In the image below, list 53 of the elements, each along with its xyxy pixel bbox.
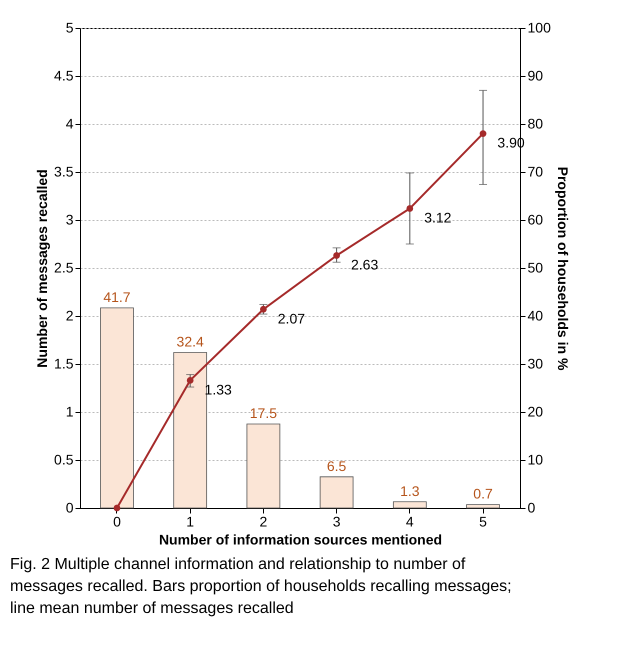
data-label: 1.3 bbox=[400, 482, 420, 499]
y2-tick-label: 40 bbox=[528, 308, 544, 324]
y2-tick-label: 0 bbox=[528, 500, 536, 516]
y-tick-label: 2.5 bbox=[54, 260, 74, 276]
bar bbox=[246, 424, 280, 508]
y2-axis-title: Proportion of households in % bbox=[554, 166, 571, 371]
x-tick-label: 1 bbox=[186, 514, 194, 530]
data-label: 41.7 bbox=[103, 288, 131, 305]
bar bbox=[320, 476, 354, 508]
y-tick-label: 3 bbox=[66, 212, 74, 228]
bar bbox=[173, 352, 208, 508]
y2-tick-label: 30 bbox=[528, 356, 544, 372]
x-tick-label: 0 bbox=[113, 514, 122, 530]
data-label: 2.07 bbox=[278, 310, 306, 326]
data-label: 3.12 bbox=[424, 209, 452, 226]
data-label: 0.7 bbox=[473, 486, 493, 502]
caption: Fig. 2 Multiple channel information and relationship to number of messages recalled. Bars proportion of households recalling messages; line mean number of messages recalled bbox=[10, 556, 512, 617]
data-label: 2.63 bbox=[350, 256, 378, 273]
bar bbox=[100, 307, 134, 508]
point bbox=[406, 205, 414, 212]
y-axis-title: Number of messages recalled bbox=[34, 169, 50, 368]
point bbox=[333, 252, 340, 259]
y-tick-label: 3.5 bbox=[54, 164, 74, 180]
y-tick-label: 1.5 bbox=[54, 356, 74, 372]
y-tick-label: 0.5 bbox=[54, 452, 74, 468]
point bbox=[186, 376, 194, 384]
data-label: 17.5 bbox=[250, 405, 278, 421]
y2-tick-label: 50 bbox=[528, 260, 544, 276]
y2-tick-label: 80 bbox=[528, 116, 544, 132]
y-tick-label: 4.5 bbox=[54, 68, 74, 84]
y-tick-label: 5 bbox=[66, 20, 74, 36]
data-label: 6.5 bbox=[326, 458, 347, 474]
bar bbox=[392, 501, 427, 508]
x-axis-title: Number of information sources mentioned bbox=[158, 532, 442, 548]
y2-tick-label: 70 bbox=[528, 164, 544, 180]
y2-tick-label: 20 bbox=[528, 404, 544, 420]
point bbox=[480, 130, 486, 137]
y-tick-label: 1 bbox=[66, 404, 74, 420]
bar bbox=[466, 504, 500, 508]
x-tick-label: 3 bbox=[332, 514, 341, 530]
y2-tick-label: 10 bbox=[528, 452, 544, 468]
data-label: 32.4 bbox=[176, 333, 204, 350]
y2-tick-label: 90 bbox=[528, 68, 544, 84]
x-tick-label: 4 bbox=[406, 514, 414, 530]
y2-tick-label: 100 bbox=[528, 20, 552, 36]
y-tick-label: 0 bbox=[66, 500, 74, 516]
y-tick-label: 4 bbox=[66, 116, 74, 132]
x-tick-label: 5 bbox=[479, 514, 488, 530]
y-tick-label: 2 bbox=[66, 308, 74, 324]
y2-tick-label: 60 bbox=[528, 212, 544, 228]
x-tick-label: 2 bbox=[259, 514, 268, 530]
point bbox=[114, 504, 120, 512]
point bbox=[260, 306, 267, 313]
